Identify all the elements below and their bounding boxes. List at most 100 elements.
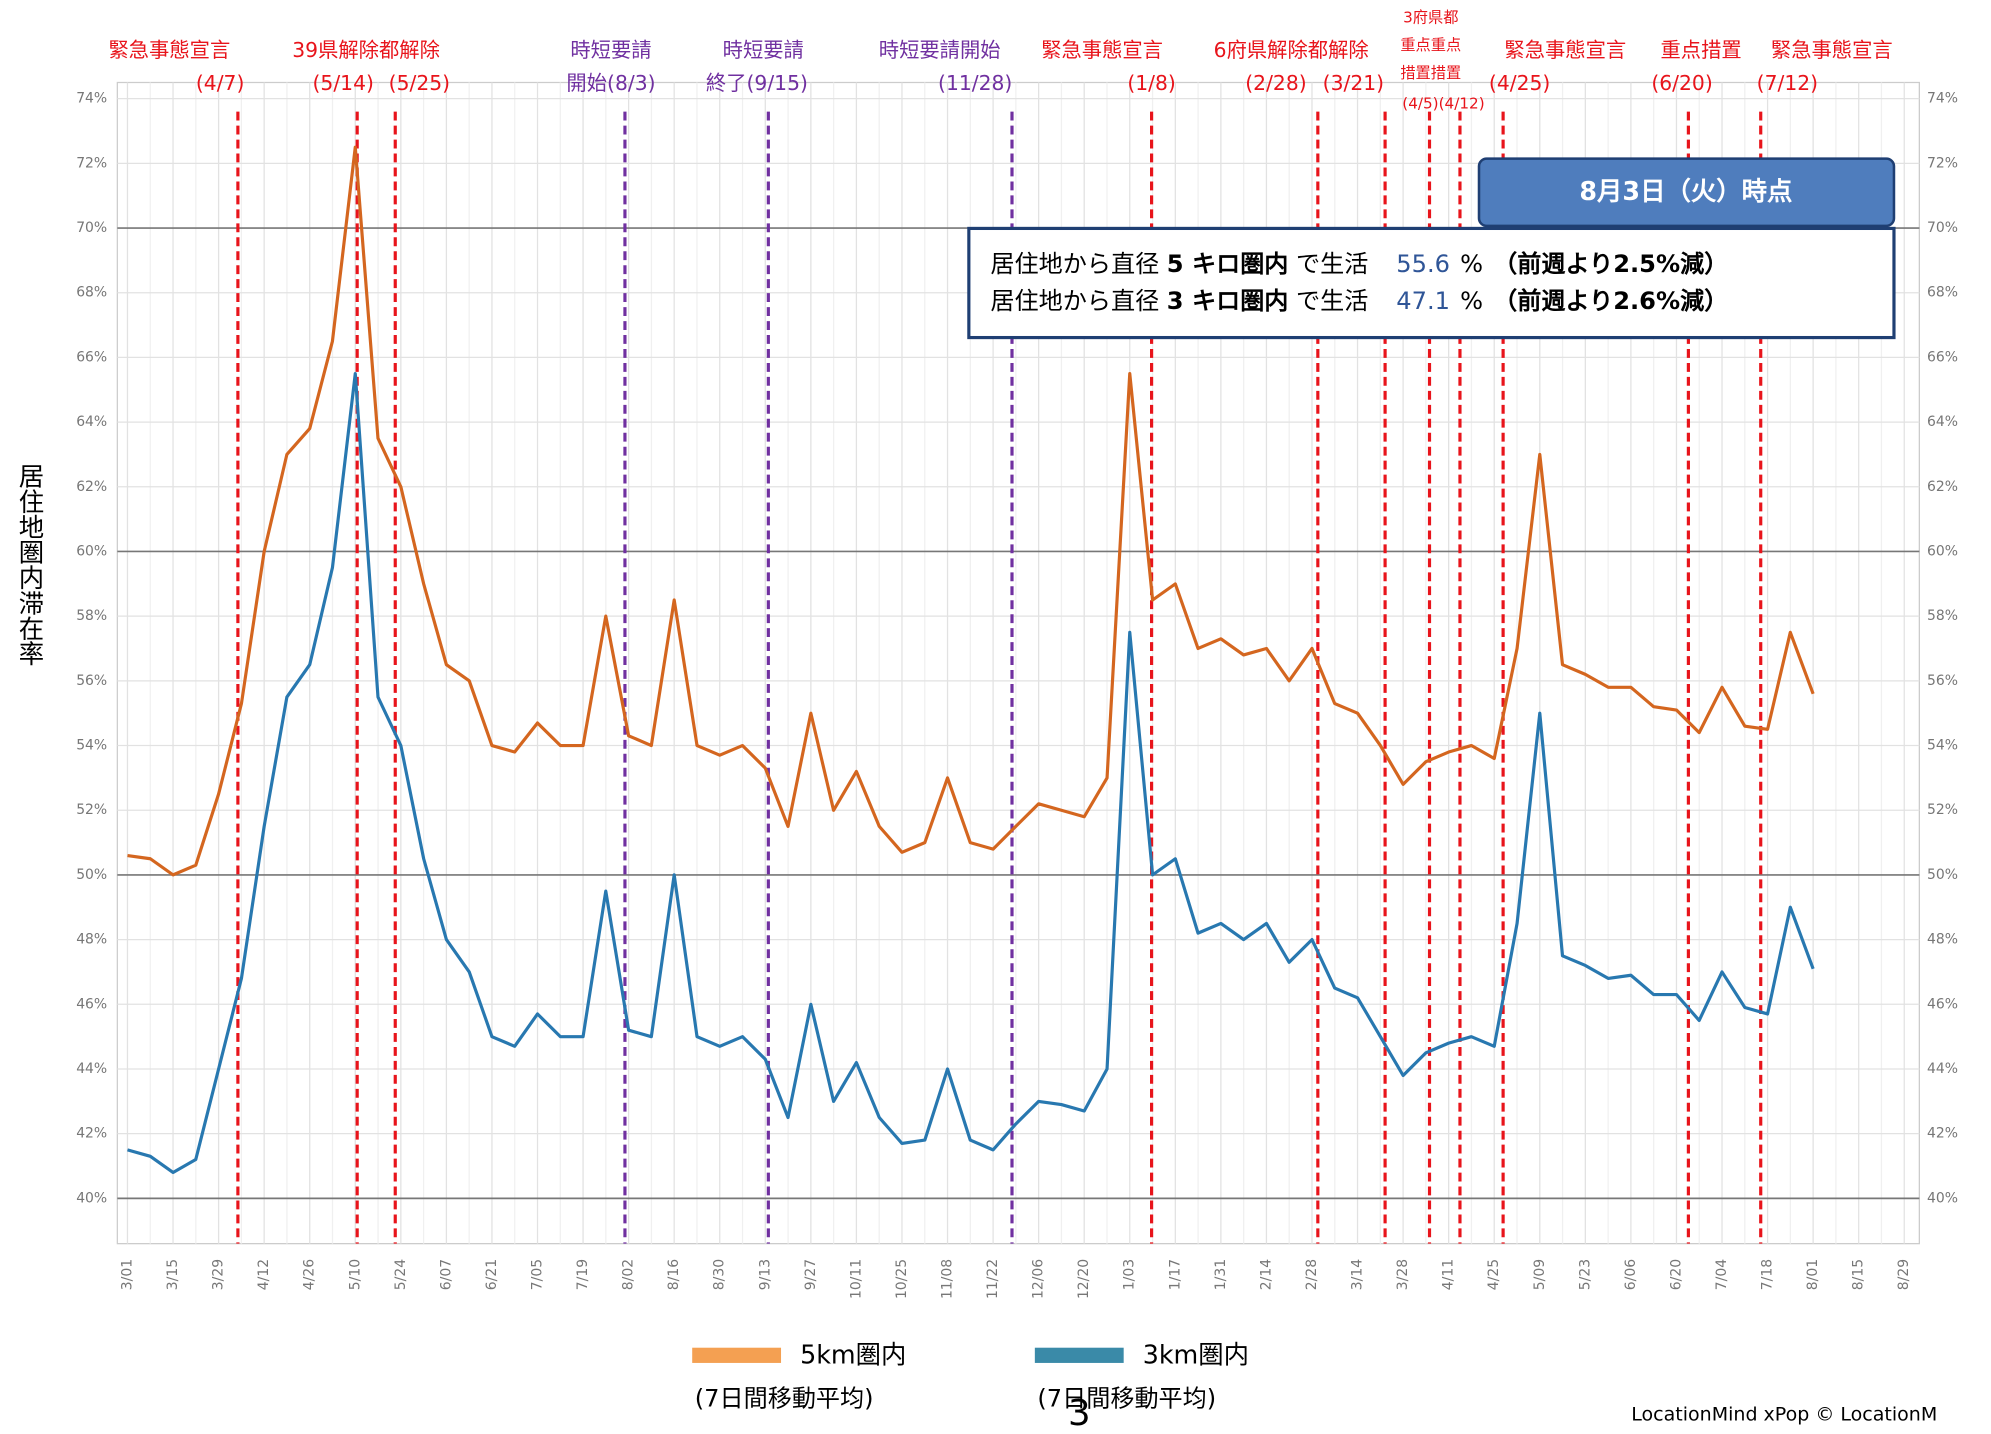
y-tick-label: 62% [76, 479, 107, 495]
x-tick-label: 2/28 [1304, 1259, 1320, 1290]
y-tick-label-right: 44% [1927, 1061, 1958, 1077]
y-tick-label-right: 56% [1927, 673, 1958, 689]
x-tick-label: 7/04 [1714, 1259, 1730, 1290]
y-tick-label-right: 54% [1927, 738, 1958, 754]
legend-swatch [692, 1347, 782, 1363]
y-tick-label: 46% [76, 996, 107, 1012]
y-tick-label-right: 52% [1927, 802, 1958, 818]
y-tick-label: 54% [76, 738, 107, 754]
credit: LocationMind xPop © LocationM [1631, 1403, 1937, 1425]
legend-swatch [1034, 1347, 1124, 1363]
event-date: (2/28) [1245, 71, 1306, 95]
x-tick-label: 1/03 [1122, 1259, 1138, 1290]
y-tick-label-right: 50% [1927, 867, 1958, 883]
event-title: 時短要請 [723, 38, 804, 62]
x-tick-label: 11/08 [940, 1259, 956, 1299]
y-tick-label-right: 66% [1927, 349, 1958, 365]
event-date: (4/25) [1489, 71, 1550, 95]
x-tick-label: 7/05 [530, 1259, 546, 1290]
y-axis-label: 居住地圏内滞在率 [16, 463, 46, 666]
info-unit: % [1460, 250, 1483, 278]
x-tick-label: 8/02 [621, 1259, 637, 1290]
info-suffix: で生活 [1296, 287, 1368, 315]
y-tick-label-right: 74% [1927, 91, 1958, 107]
event-title: 緊急事態宣言 [1504, 38, 1626, 62]
info-box [967, 226, 1896, 340]
event-title: 3府県都 [1403, 8, 1458, 26]
x-tick-label: 2/14 [1258, 1259, 1274, 1290]
info-change: （前週より2.5%減） [1493, 250, 1728, 278]
x-tick-label: 8/16 [666, 1259, 682, 1290]
y-tick-label-right: 40% [1927, 1190, 1958, 1206]
info-row: 居住地から直径 5 キロ圏内 で生活 55.6% （前週より2.5%減） [990, 250, 1728, 278]
info-change: （前週より2.6%減） [1493, 287, 1728, 315]
x-tick-label: 1/17 [1167, 1259, 1183, 1290]
x-tick-label: 12/06 [1031, 1259, 1047, 1299]
info-prefix: 居住地から直径 [990, 287, 1159, 315]
x-tick-label: 10/25 [894, 1259, 910, 1299]
y-tick-label: 60% [76, 543, 107, 559]
y-tick-label: 74% [76, 91, 107, 107]
event-title: 緊急事態宣言 [1041, 38, 1163, 62]
x-tick-label: 3/01 [119, 1259, 135, 1290]
event-date: (5/25) [389, 71, 450, 95]
x-tick-label: 7/19 [575, 1259, 591, 1290]
y-tick-label-right: 48% [1927, 932, 1958, 948]
event-date: 開始(8/3) [566, 71, 655, 95]
x-tick-label: 6/20 [1668, 1259, 1684, 1290]
event-date: (7/12) [1757, 71, 1818, 95]
event-date: (6/20) [1651, 71, 1712, 95]
x-tick-label: 4/11 [1441, 1259, 1457, 1290]
y-tick-label-right: 64% [1927, 414, 1958, 430]
series-line [127, 145, 1815, 877]
legend-label: 3km圏内 [1143, 1340, 1249, 1370]
event-date: (1/8) [1127, 71, 1176, 95]
event-date: (4/7) [196, 71, 245, 95]
event-title: 6府県解除都解除 [1214, 38, 1369, 62]
x-tick-label: 5/23 [1577, 1259, 1593, 1290]
x-tick-label: 9/27 [803, 1259, 819, 1290]
x-tick-label: 4/25 [1486, 1259, 1502, 1290]
y-tick-label-right: 72% [1927, 155, 1958, 171]
event-date: (11/28) [938, 71, 1012, 95]
y-tick-label-right: 70% [1927, 220, 1958, 236]
y-tick-label: 72% [76, 155, 107, 171]
event-title: 時短要請開始 [879, 38, 1001, 62]
legend-sublabel: (7日間移動平均) [695, 1385, 874, 1413]
y-tick-label: 52% [76, 802, 107, 818]
x-tick-label: 7/18 [1760, 1259, 1776, 1290]
x-tick-label: 6/07 [438, 1259, 454, 1290]
info-prefix: 居住地から直径 [990, 250, 1159, 278]
y-tick-label-right: 46% [1927, 996, 1958, 1012]
x-tick-label: 8/30 [712, 1259, 728, 1290]
y-tick-label: 56% [76, 673, 107, 689]
x-tick-label: 6/06 [1623, 1259, 1639, 1290]
x-tick-label: 11/22 [985, 1259, 1001, 1299]
x-tick-label: 4/26 [302, 1259, 318, 1290]
event-title: 緊急事態宣言 [1771, 38, 1893, 62]
y-tick-label-right: 60% [1927, 543, 1958, 559]
y-tick-label: 66% [76, 349, 107, 365]
page-number: 3 [1068, 1393, 1091, 1434]
y-tick-label: 58% [76, 608, 107, 624]
info-value: 47.1 [1396, 287, 1450, 315]
y-tick-label: 42% [76, 1126, 107, 1142]
event-date: (3/21) [1323, 71, 1384, 95]
x-tick-label: 5/09 [1532, 1259, 1548, 1290]
info-row: 居住地から直径 3 キロ圏内 で生活 47.1% （前週より2.6%減） [990, 287, 1728, 315]
x-tick-label: 9/13 [757, 1259, 773, 1290]
info-unit: % [1460, 287, 1483, 315]
event-date: (5/14) [313, 71, 374, 95]
event-title: 39県解除都解除 [292, 38, 440, 62]
x-tick-label: 8/01 [1805, 1259, 1821, 1290]
event-title: 措置措置 [1400, 64, 1461, 82]
event-title: 重点重点 [1400, 36, 1461, 54]
x-tick-label: 8/29 [1896, 1259, 1912, 1290]
y-tick-label: 48% [76, 932, 107, 948]
x-tick-label: 4/12 [256, 1259, 272, 1290]
event-title: 時短要請 [570, 38, 651, 62]
x-tick-label: 1/31 [1213, 1259, 1229, 1290]
y-tick-label-right: 58% [1927, 608, 1958, 624]
legend-label: 5km圏内 [800, 1340, 906, 1370]
